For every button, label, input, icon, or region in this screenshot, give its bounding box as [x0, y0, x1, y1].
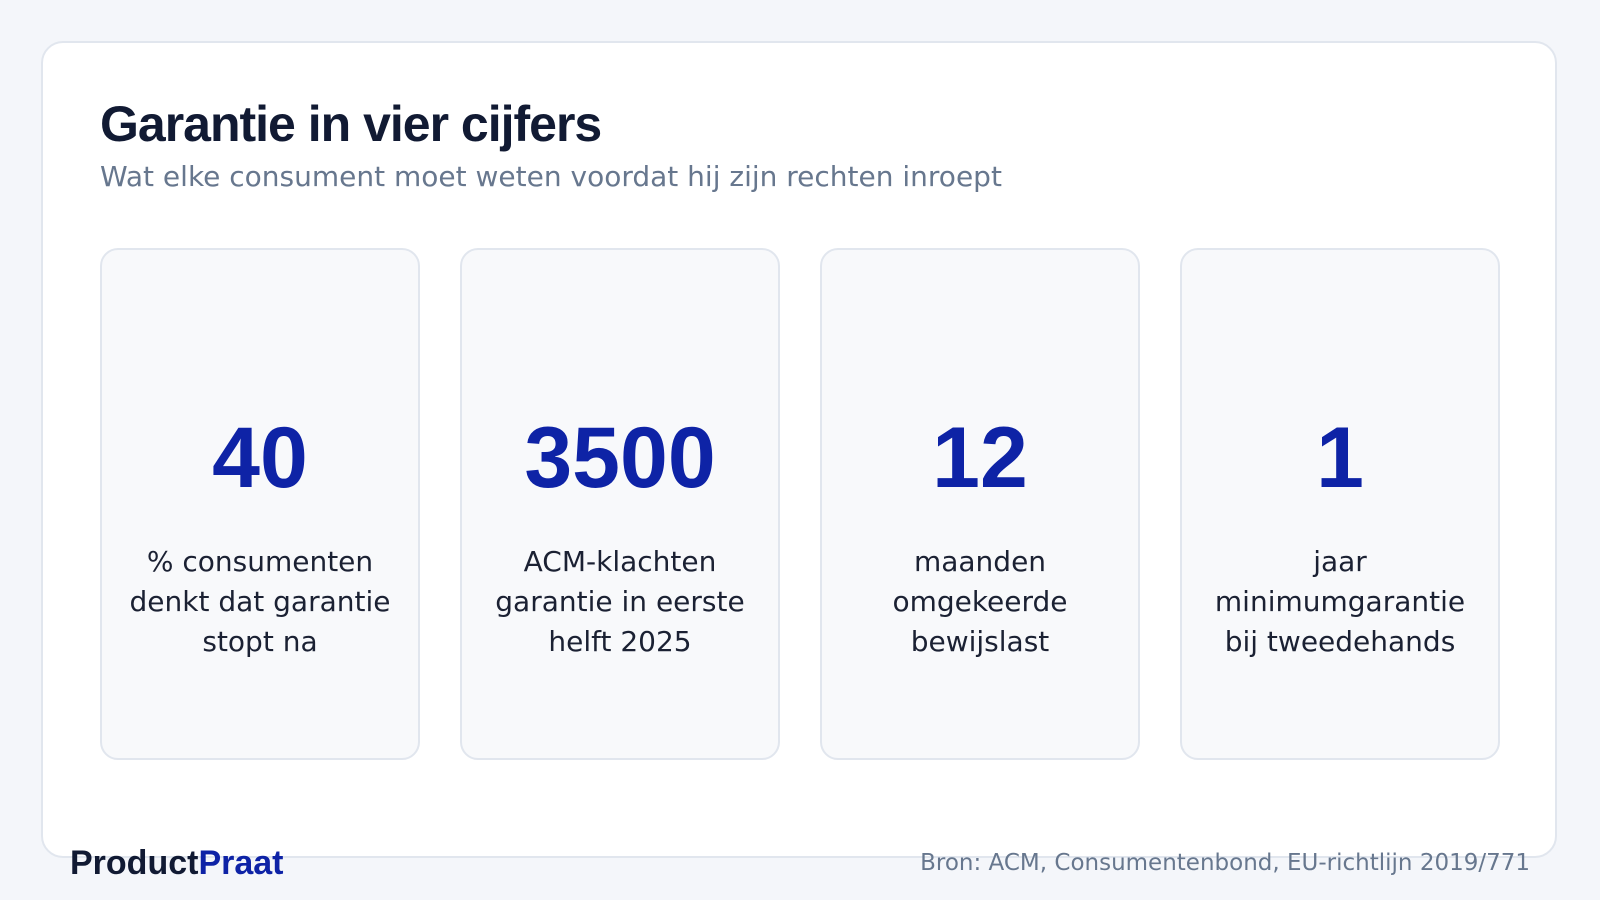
brand-logo-part1: Product: [70, 844, 199, 882]
page-title: Garantie in vier cijfers: [100, 96, 602, 152]
page-subtitle: Wat elke consument moet weten voordat hi…: [100, 160, 1002, 193]
source-note: Bron: ACM, Consumentenbond, EU-richtlijn…: [920, 850, 1530, 876]
stat-card-burden-of-proof: 12 maanden omgekeerde bewijslast: [820, 248, 1140, 760]
brand-logo: ProductPraat: [70, 843, 284, 883]
stat-label: ACM-klachten garantie in eerste helft 20…: [495, 545, 745, 658]
brand-logo-part2: Praat: [198, 844, 284, 882]
stat-value: 40: [212, 410, 308, 506]
stat-label: maanden omgekeerde bewijslast: [892, 545, 1068, 658]
stat-value: 12: [932, 410, 1028, 506]
stat-value: 1: [1316, 410, 1364, 506]
stat-card-complaints: 3500 ACM-klachten garantie in eerste hel…: [460, 248, 780, 760]
stat-value: 3500: [524, 410, 716, 506]
stats-grid: 40 % consumenten denkt dat garantie stop…: [100, 248, 1500, 760]
stat-label: % consumenten denkt dat garantie stopt n…: [129, 545, 391, 658]
stat-card-second-hand: 1 jaar minimumgarantie bij tweedehands: [1180, 248, 1500, 760]
stat-label: jaar minimumgarantie bij tweedehands: [1214, 545, 1466, 658]
stat-card-consumers: 40 % consumenten denkt dat garantie stop…: [100, 248, 420, 760]
